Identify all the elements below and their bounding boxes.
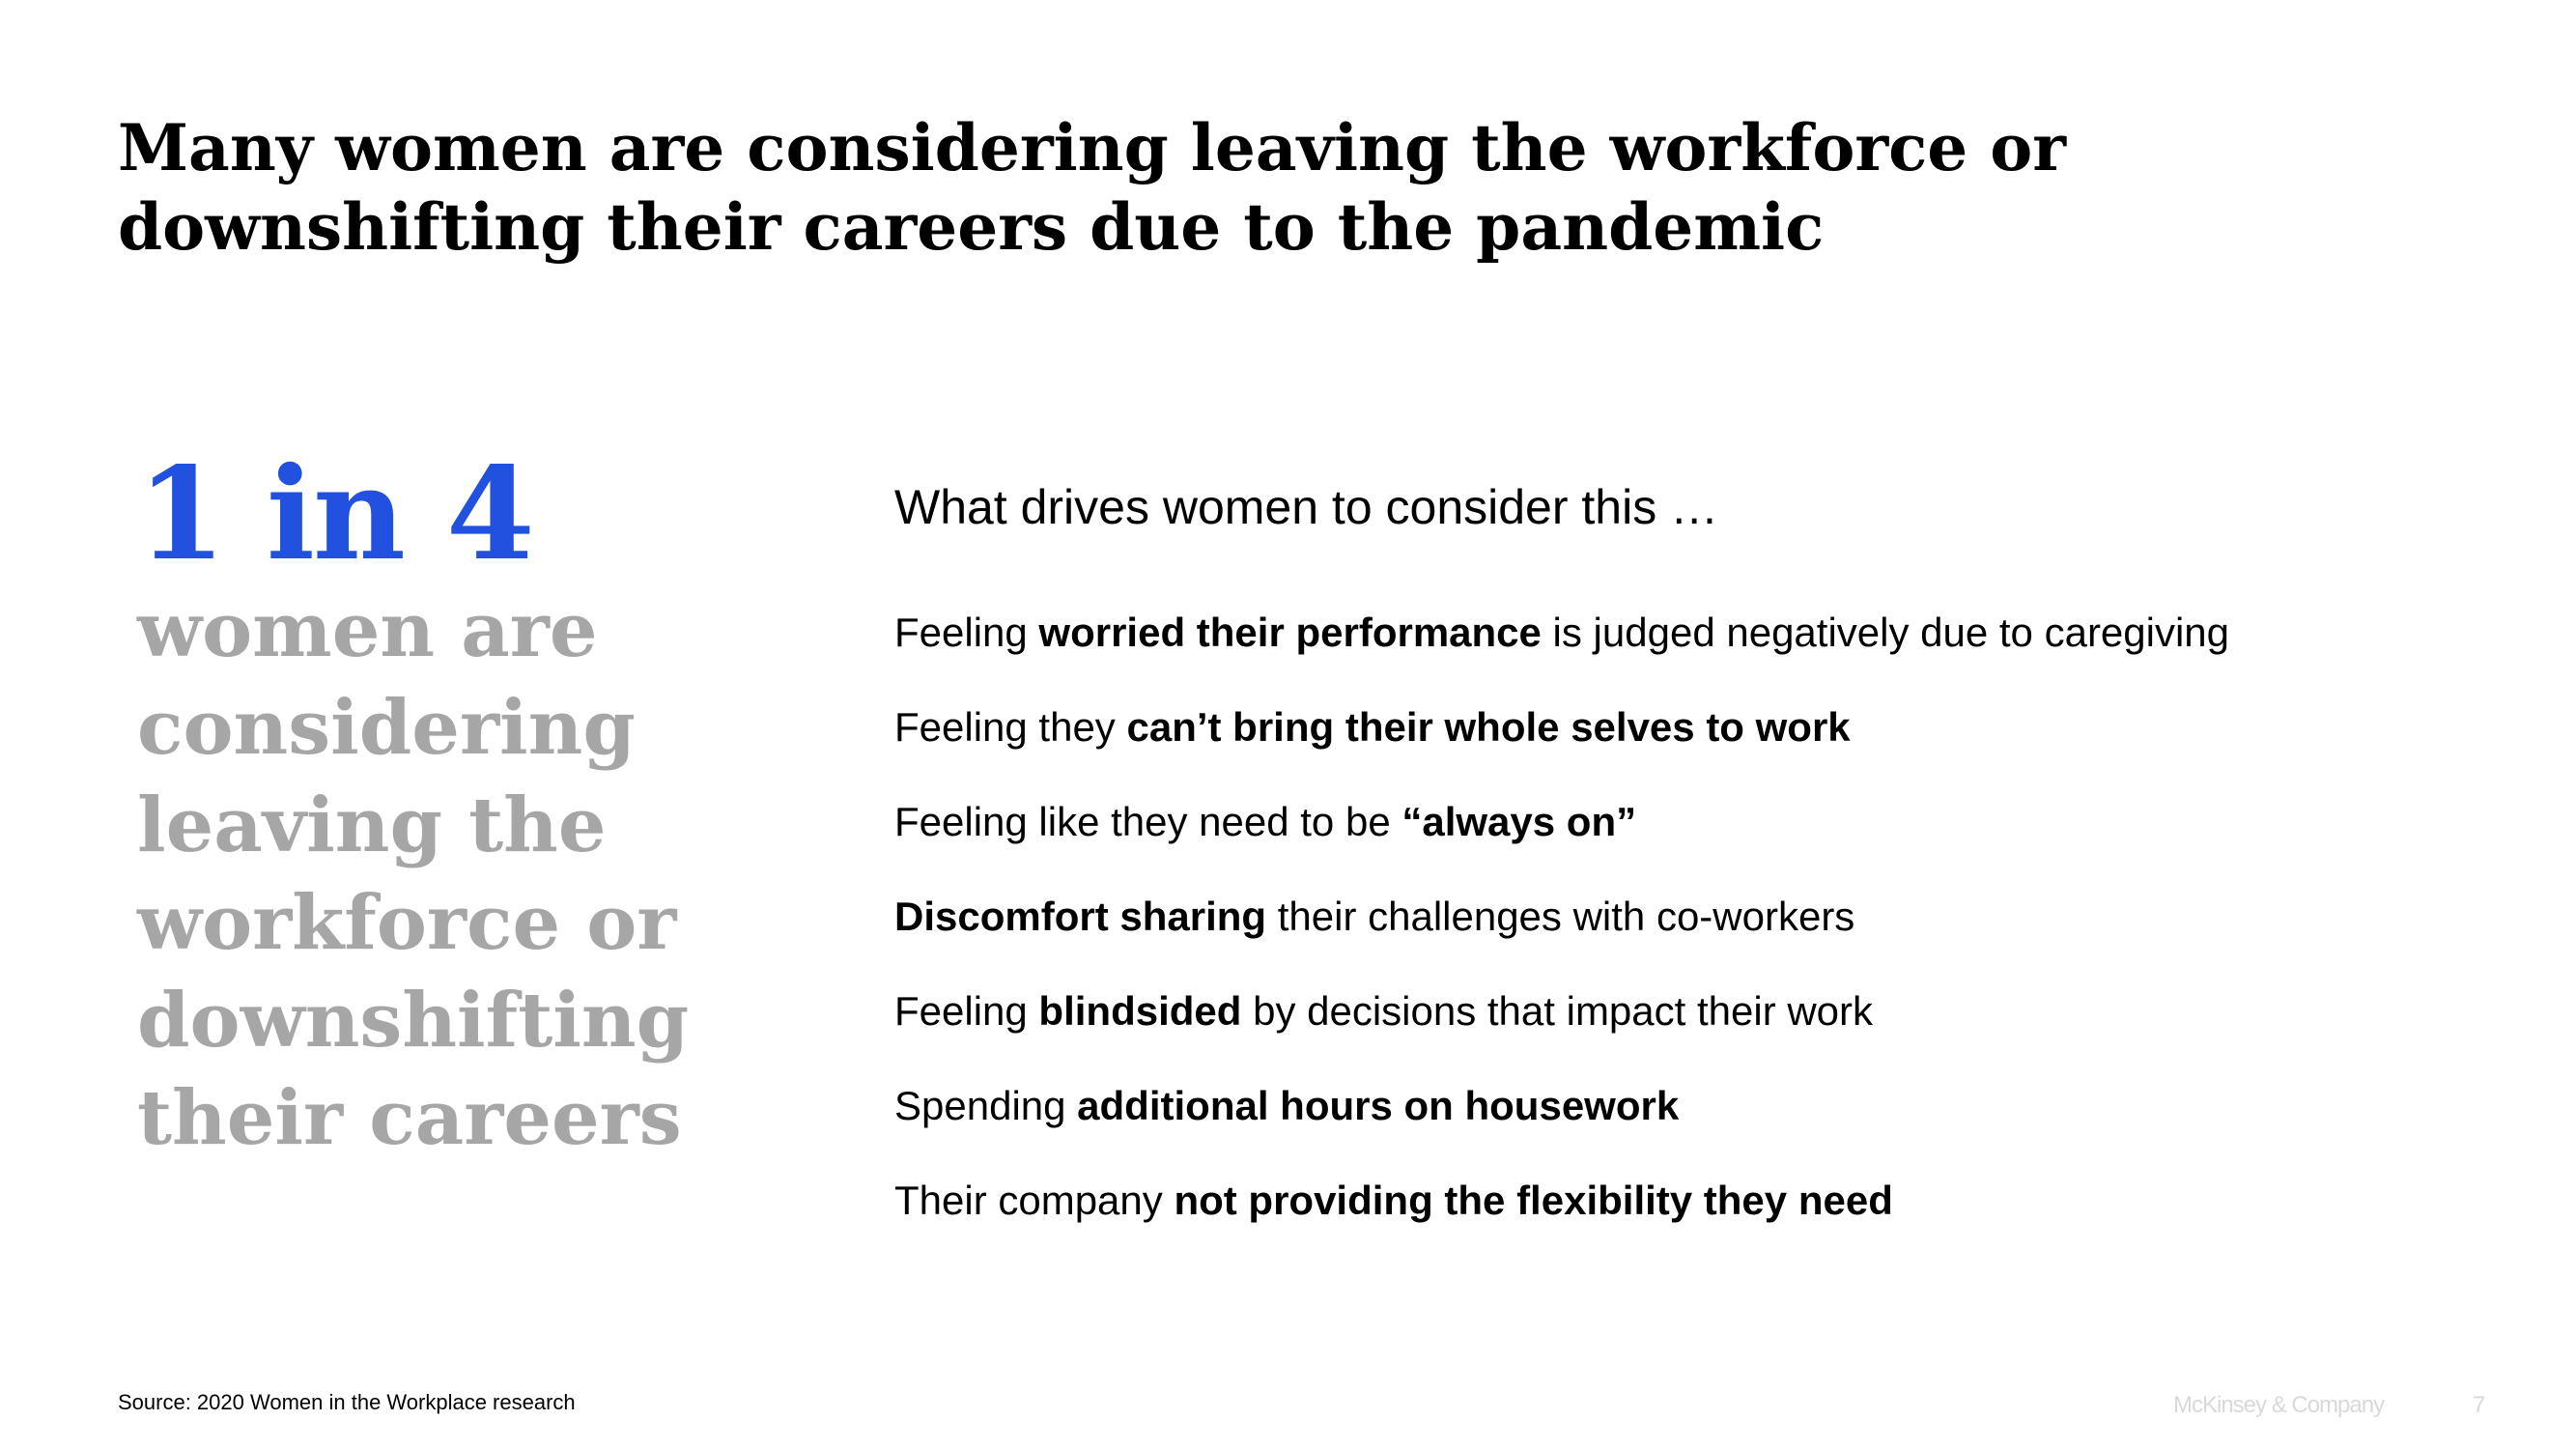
driver-emphasis: can’t bring their whole selves to work <box>1126 704 1851 750</box>
driver-item: Discomfort sharing their challenges with… <box>894 869 2478 964</box>
page-number: 7 <box>2473 1392 2486 1418</box>
driver-text: by decisions that impact their work <box>1241 988 1874 1034</box>
driver-text: Feeling <box>894 988 1039 1034</box>
driver-text: Feeling they <box>894 704 1127 750</box>
driver-emphasis: blindsided <box>1038 988 1242 1034</box>
driver-emphasis: additional hours on housework <box>1077 1083 1680 1128</box>
driver-text: is judged negatively due to caregiving <box>1541 610 2230 655</box>
stat-description: women are considering leaving the workfo… <box>137 586 690 1162</box>
driver-item: Feeling like they need to be “always on” <box>894 775 2478 869</box>
driver-item: Their company not providing the flexibil… <box>894 1153 2478 1248</box>
driver-emphasis: Discomfort sharing <box>894 894 1267 939</box>
driver-list: Feeling worried their performance is jud… <box>894 585 2478 1248</box>
driver-item: Feeling worried their performance is jud… <box>894 585 2478 680</box>
driver-emphasis: not providing the flexibility they need <box>1174 1178 1893 1223</box>
driver-item: Feeling blindsided by decisions that imp… <box>894 964 2478 1059</box>
driver-text: Their company <box>894 1178 1175 1223</box>
driver-item: Feeling they can’t bring their whole sel… <box>894 680 2478 775</box>
driver-item: Spending additional hours on housework <box>894 1059 2478 1153</box>
slide-title: Many women are considering leaving the w… <box>118 110 2067 265</box>
stat-number: 1 in 4 <box>137 440 535 589</box>
footer-brand: McKinsey & Company <box>2173 1392 2385 1418</box>
driver-text: Feeling <box>894 610 1039 655</box>
driver-text: Feeling like they need to be <box>894 799 1402 844</box>
drivers-heading: What drives women to consider this … <box>894 480 1719 534</box>
driver-text: their challenges with co-workers <box>1266 894 1855 939</box>
driver-emphasis: worried their performance <box>1038 610 1542 655</box>
stat-callout: 1 in 4 women are considering leaving the… <box>137 442 813 1167</box>
driver-text: Spending <box>894 1083 1078 1128</box>
driver-emphasis: “always on” <box>1401 799 1637 844</box>
source-note: Source: 2020 Women in the Workplace rese… <box>118 1390 576 1414</box>
drivers-section: What drives women to consider this … Fee… <box>894 473 2478 1248</box>
